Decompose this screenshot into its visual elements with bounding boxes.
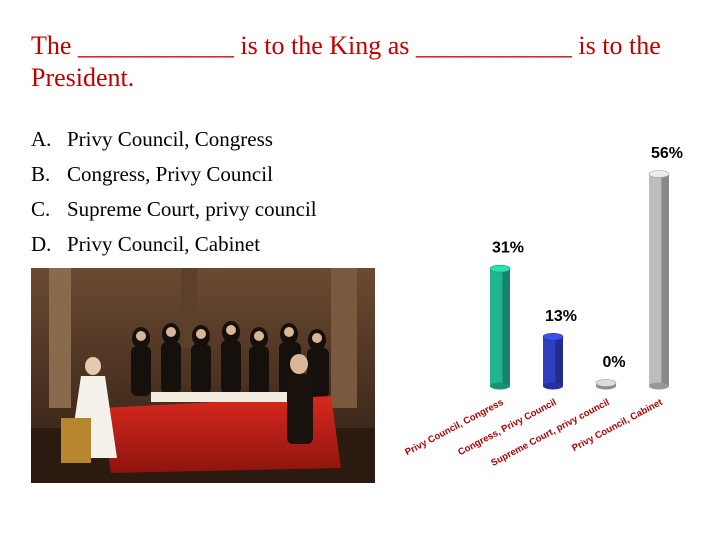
bar-value-label: 31% xyxy=(492,240,524,257)
bar-value-label: 0% xyxy=(602,354,625,371)
option-letter: C. xyxy=(31,197,51,221)
option-a[interactable]: A. Privy Council, Congress xyxy=(31,122,317,157)
option-text: Privy Council, Congress xyxy=(67,127,273,151)
council-painting-image xyxy=(31,268,375,483)
category-tick-label: Privy Council, Cabinet xyxy=(570,397,665,454)
painting-illustration xyxy=(31,268,375,483)
bar-3 xyxy=(595,379,617,390)
option-letter: B. xyxy=(31,162,51,186)
question-text: The ____________ is to the King as _____… xyxy=(31,31,661,92)
option-d[interactable]: D. Privy Council, Cabinet xyxy=(31,227,317,262)
option-b[interactable]: B. Congress, Privy Council xyxy=(31,157,317,192)
option-text: Congress, Privy Council xyxy=(67,162,273,186)
option-c[interactable]: C. Supreme Court, privy council xyxy=(31,192,317,227)
option-letter: A. xyxy=(31,127,52,151)
category-tick-label: Privy Council, Congress xyxy=(403,397,505,458)
answer-options: A. Privy Council, Congress B. Congress, … xyxy=(31,122,317,262)
bar-2 xyxy=(542,332,564,390)
bar-value-label: 56% xyxy=(651,145,683,162)
option-text: Supreme Court, privy council xyxy=(67,197,317,221)
option-text: Privy Council, Cabinet xyxy=(67,232,261,256)
response-bar-chart: 31%13%0%56% Privy Council, CongressCongr… xyxy=(403,145,683,469)
bar-4 xyxy=(648,170,670,390)
bar-1 xyxy=(489,264,511,390)
option-letter: D. xyxy=(31,232,52,256)
bar-value-label: 13% xyxy=(545,308,577,325)
